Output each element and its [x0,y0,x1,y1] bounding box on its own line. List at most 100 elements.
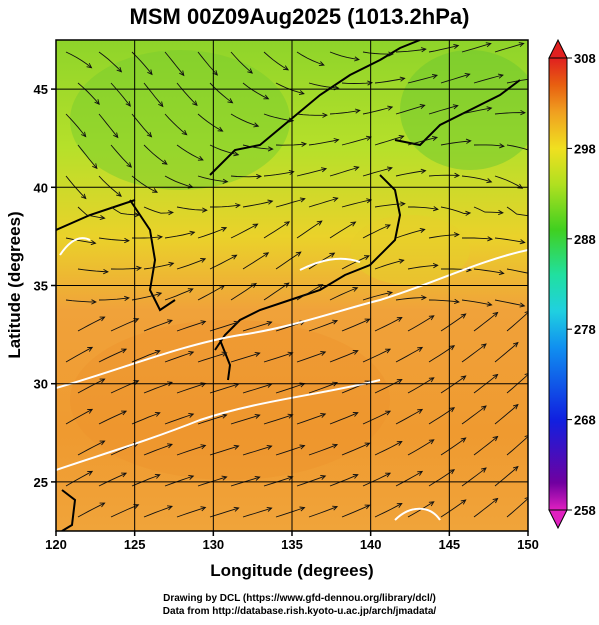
streamline-arrowhead [87,346,94,352]
streamline-arrowhead [167,319,173,325]
streamline [362,472,391,487]
streamline [408,206,438,210]
x-axis-label: Longitude (degrees) [210,561,373,580]
streamline [197,352,227,363]
streamline [275,143,307,146]
streamline-arrowhead [266,320,273,326]
streamline-arrowhead [396,441,403,446]
streamline [527,485,528,486]
streamline [65,347,93,363]
streamline-arrowhead [116,66,123,73]
streamline [242,144,273,150]
streamline [230,223,258,239]
streamline [461,299,492,306]
streamline [209,144,239,156]
streamline-arrowhead [364,504,371,510]
streamline-arrowhead [267,146,274,152]
streamline-arrowhead [168,261,175,267]
isotherm-contours [56,237,528,521]
streamline-arrowhead [432,262,439,269]
streamline-arrowhead [152,188,159,193]
streamline [440,437,466,456]
streamline-arrowhead [116,191,122,197]
colorbar-tick-label: 298 [574,141,596,156]
streamline [110,380,139,394]
streamline-arrowhead [233,151,240,157]
y-axis-label: Latitude (degrees) [5,211,24,358]
streamline [263,51,289,71]
streamline [395,297,426,301]
streamline-arrowhead [221,226,228,232]
streamline [494,175,523,189]
streamline [473,206,503,214]
streamline [374,441,403,456]
x-tick-label: 140 [360,537,382,552]
streamline [65,471,93,487]
streamline-arrowhead [354,108,361,114]
streamline-arrowhead [419,104,426,110]
streamline [176,506,206,518]
streamline [461,43,491,53]
streamline-arrowhead [320,351,327,356]
streamline-arrowhead [453,232,460,238]
streamline [143,144,168,165]
streamline-arrowhead [350,221,357,227]
streamline [440,73,470,84]
streamline [65,51,92,69]
streamline [407,136,438,146]
streamline-arrowhead [295,251,302,257]
streamline [440,140,471,146]
streamline-arrowhead [520,110,526,116]
streamline-arrowhead [188,350,195,356]
streamline-arrowhead [352,350,359,355]
streamline [329,287,358,301]
streamline [275,198,305,208]
streamline [209,383,239,394]
streamline-arrowhead [332,443,339,449]
streamline-arrowhead [460,437,467,443]
y-tick-label: 40 [34,180,48,195]
streamline [131,412,160,425]
streamline [210,204,240,208]
streamline [230,283,257,301]
streamline [341,318,370,332]
streamline [242,321,272,332]
streamline-arrowhead [460,375,467,381]
streamline [407,315,435,332]
colorbar-max-arrow [548,38,568,59]
streamline [308,382,338,394]
streamline-arrowhead [333,138,340,144]
streamline-arrowhead [256,173,263,180]
streamline-arrowhead [200,320,207,326]
colorbar-tick-label: 288 [574,232,596,247]
streamline-arrowhead [322,112,328,118]
streamline [374,135,404,146]
streamline-arrowhead [233,320,240,326]
colorbar-tick-label: 278 [574,322,596,337]
streamline-arrowhead [99,316,106,322]
streamline [494,404,519,425]
streamline-arrowhead [188,412,195,418]
streamline [242,200,273,208]
streamline [308,320,338,332]
streamline-arrowhead [465,138,472,144]
streamline-arrowhead [420,168,427,174]
colorbar-tick-label: 268 [574,413,596,428]
streamline [98,348,127,363]
streamline [296,168,327,177]
y-tick-label: 35 [34,279,48,294]
streamline-arrowhead [492,497,499,504]
streamline [527,423,528,424]
streamline [98,237,129,242]
streamline [407,377,435,394]
streamline [428,105,458,115]
credit-line-data: Data from http://database.rish.kyoto-u.a… [162,606,437,617]
streamline-arrowhead [417,346,424,352]
streamline [341,199,372,208]
streamline [77,82,100,105]
x-tick-label: 150 [517,537,539,552]
streamline [362,167,393,177]
streamline [263,414,293,425]
streamline-arrowhead [188,474,195,480]
streamline [143,443,173,456]
